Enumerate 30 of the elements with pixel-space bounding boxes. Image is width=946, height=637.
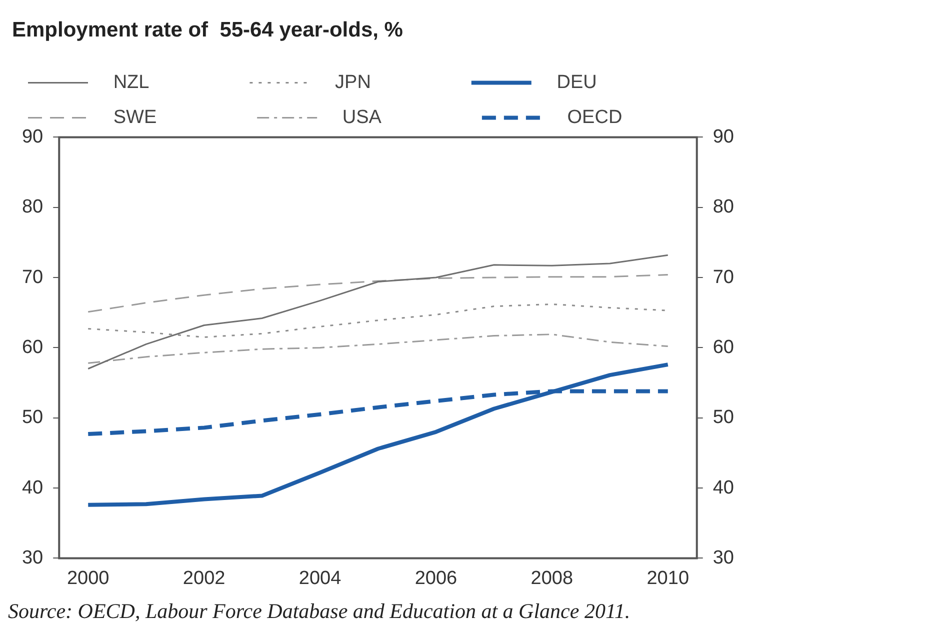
y-tick-label: 80: [22, 196, 44, 218]
legend-label: OECD: [551, 106, 707, 128]
legend-label: SWE: [98, 106, 242, 128]
y-tick-label: 60: [22, 336, 44, 358]
x-tick-label: 2010: [646, 568, 690, 589]
legend-label: NZL: [98, 72, 234, 93]
line-series: [87, 274, 669, 313]
y-tick-label: 30: [22, 547, 44, 568]
line-series: [87, 334, 669, 364]
x-tick-label: 2002: [182, 568, 226, 589]
y-tick-label: 70: [22, 266, 44, 288]
y2-tick-label: 80: [712, 196, 734, 218]
y-tick-label: 90: [22, 126, 44, 148]
chart-title: Employment rate of 55-64 year-olds, %: [12, 18, 404, 42]
x-tick-label: 2000: [66, 568, 110, 589]
y2-tick-label: 30: [712, 547, 734, 568]
y-tick-label: 40: [22, 477, 44, 498]
x-tick-label: 2008: [530, 568, 574, 589]
y-tick-label: 50: [22, 407, 44, 428]
y2-tick-label: 90: [712, 126, 734, 148]
source-note: Source: OECD, Labour Force Database and Education at a Glance 2011.: [8, 599, 632, 624]
y2-tick-label: 40: [712, 477, 734, 498]
legend-label: USA: [326, 106, 466, 128]
x-tick-label: 2004: [298, 568, 342, 589]
y2-tick-label: 70: [712, 266, 734, 288]
y2-tick-label: 50: [712, 407, 734, 428]
x-tick-label: 2006: [414, 568, 458, 589]
legend-label: JPN: [319, 72, 456, 93]
y2-tick-label: 60: [712, 336, 734, 358]
legend-label: DEU: [540, 72, 682, 93]
